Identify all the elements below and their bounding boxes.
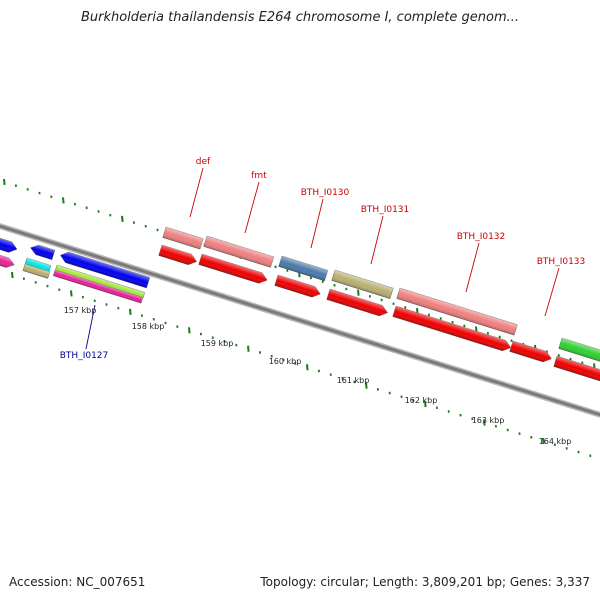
inner-tick-ring	[11, 271, 592, 458]
map-title: Burkholderia thailandensis E264 chromoso…	[80, 10, 520, 25]
chromosome-backbone	[0, 222, 600, 418]
gene-label: BTH_I0133	[537, 257, 586, 267]
gene-label: BTH_I0131	[361, 205, 410, 215]
gene-feature[interactable]	[509, 340, 553, 364]
inner-tick	[129, 308, 132, 315]
leader-line	[465, 242, 480, 293]
gene-arrow-shade	[198, 254, 268, 284]
gene-arrow-shade	[0, 252, 15, 268]
gene-arrow-shade	[553, 356, 600, 381]
inner-tick	[188, 327, 191, 334]
inner-tick	[365, 382, 368, 389]
backbone-line	[0, 224, 600, 417]
outer-tick	[357, 289, 360, 296]
gene-arrow-shade	[162, 227, 204, 250]
kbp-tick-label: 162 kbp	[405, 396, 438, 405]
kbp-tick-label: 159 kbp	[201, 339, 234, 348]
gene-feature[interactable]	[52, 269, 144, 304]
gene-feature[interactable]	[54, 264, 146, 299]
gene-arrow-shade	[326, 289, 388, 316]
inner-tick	[424, 401, 427, 408]
kbp-labels: 157 kbp 158 kbp 159 kbp 160 kbp 161 kbp 162 k…	[64, 306, 572, 446]
gene-feature[interactable]	[331, 269, 394, 299]
gene-feature[interactable]	[0, 234, 19, 254]
inner-tick	[483, 419, 486, 426]
inner-tick	[542, 437, 545, 445]
gene-arrow-shade	[274, 275, 321, 298]
gene-arrow-shade	[203, 236, 274, 268]
gene-label: fmt	[251, 171, 267, 181]
kbp-tick-label: 161 kbp	[337, 376, 370, 385]
outer-tick	[3, 178, 6, 186]
gene-arrow-shade	[392, 306, 511, 351]
gene-arrow-shade	[0, 235, 17, 253]
leader-line	[189, 167, 204, 218]
kbp-tick-label: 157 kbp	[64, 306, 97, 315]
outer-tick	[62, 197, 65, 204]
gene-feature[interactable]	[558, 337, 600, 364]
gene-feature[interactable]	[22, 263, 51, 279]
gene-feature[interactable]	[396, 287, 518, 336]
inner-tick	[247, 345, 250, 352]
gene-feature[interactable]	[553, 355, 600, 383]
gene-feature[interactable]	[274, 274, 322, 299]
gene-feature[interactable]	[198, 253, 269, 285]
gene-feature[interactable]	[158, 244, 199, 267]
gene-feature[interactable]	[0, 251, 16, 270]
gene-arrow-shade	[24, 258, 51, 273]
gene-features[interactable]	[0, 226, 600, 383]
gene-arrow-shade	[22, 264, 50, 279]
gene-feature[interactable]	[29, 243, 56, 260]
gene-feature[interactable]	[59, 250, 151, 289]
kbp-tick-label: 158 kbp	[132, 322, 165, 331]
kbp-tick-label: 160 kbp	[269, 357, 302, 366]
leader-line	[544, 267, 560, 317]
inner-tick	[306, 364, 309, 371]
gene-label: BTH_I0127	[60, 351, 109, 361]
inner-tick	[11, 271, 14, 279]
outer-tick-ring	[3, 178, 596, 370]
gene-feature[interactable]	[203, 235, 275, 268]
gene-arrow-shade	[278, 256, 328, 281]
gene-feature[interactable]	[326, 288, 389, 318]
gene-arrow-shade	[60, 252, 150, 288]
kbp-tick-label: 164 kbp	[539, 437, 572, 446]
leader-line	[85, 304, 96, 350]
gene-label: BTH_I0130	[301, 188, 350, 198]
label-leader-lines	[85, 167, 560, 350]
accession-text: Accession: NC_007651	[9, 575, 146, 589]
gene-arrow-shade	[509, 341, 552, 362]
leader-line	[310, 198, 324, 249]
inner-tick	[70, 290, 73, 297]
outer-tick	[121, 215, 124, 222]
gene-arrow-shade	[331, 270, 394, 299]
gene-label: def	[196, 157, 211, 167]
gene-feature[interactable]	[392, 305, 513, 353]
gene-arrow-shade	[558, 338, 600, 364]
genome-summary-text: Topology: circular; Length: 3,809,201 bp…	[260, 575, 590, 589]
gene-feature[interactable]	[162, 226, 204, 250]
gene-arrow-shade	[53, 270, 143, 304]
gene-label: BTH_I0132	[457, 232, 506, 242]
gene-arrow-shade	[158, 245, 197, 265]
gene-arrow-shade	[396, 288, 518, 336]
leader-line	[370, 215, 384, 265]
kbp-tick-label: 163 kbp	[472, 416, 505, 425]
leader-line	[244, 181, 260, 234]
gene-feature[interactable]	[278, 255, 329, 282]
gene-arrow-shade	[55, 265, 145, 299]
gene-labels: def fmt BTH_I0130 BTH_I0131 BTH_I0132 BTH_I01…	[60, 157, 586, 361]
gene-arrow-shade	[30, 245, 55, 260]
